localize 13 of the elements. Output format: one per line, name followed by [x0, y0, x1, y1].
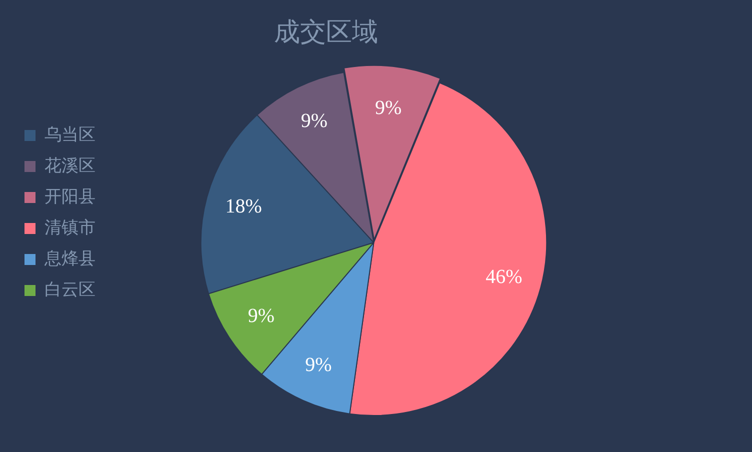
- legend-label: 清镇市: [44, 218, 96, 238]
- chart-title: 成交区域: [274, 17, 378, 46]
- legend-label: 息烽县: [44, 248, 96, 269]
- data-label: 9%: [248, 305, 274, 328]
- legend-label: 白云区: [44, 280, 96, 300]
- data-label: 9%: [305, 354, 332, 376]
- data-label: 18%: [225, 195, 262, 218]
- data-label: 9%: [374, 96, 402, 119]
- legend-label: 开阳县: [44, 186, 96, 207]
- data-label: 9%: [300, 110, 328, 132]
- data-label: 46%: [486, 266, 522, 288]
- legend-label: 乌当区: [44, 124, 96, 145]
- legend-label: 花溪区: [44, 156, 96, 176]
